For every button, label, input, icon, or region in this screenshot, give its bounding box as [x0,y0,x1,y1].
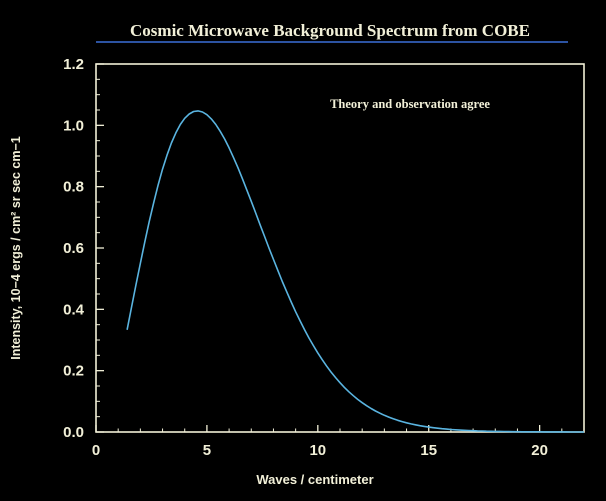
y-axis-label: Intensity, 10−4 ergs / cm² sr sec cm−1 [9,136,23,360]
x-axis-ticks: 0 5 10 15 20 [92,425,563,459]
y-axis-ticks: 0.0 0.2 0.4 0.6 0.8 1.0 1.2 [63,56,104,441]
y-tick-label: 0.6 [63,240,84,257]
y-tick-label: 0.0 [63,424,84,441]
y-tick-label: 0.4 [63,301,85,318]
plot-annotation: Theory and observation agree [330,97,490,111]
x-axis-label: Waves / centimeter [256,472,373,487]
x-tick-label: 20 [531,442,548,459]
y-tick-label: 1.0 [63,117,84,134]
x-tick-label: 10 [309,442,326,459]
x-tick-label: 15 [420,442,437,459]
y-tick-label: 0.2 [63,363,84,380]
series-layer [126,110,584,433]
spectrum-curve [126,110,584,433]
chart-title: Cosmic Microwave Background Spectrum fro… [130,21,530,40]
x-tick-label: 5 [203,442,211,459]
x-tick-label: 0 [92,442,100,459]
y-tick-label: 1.2 [63,56,84,73]
y-tick-label: 0.8 [63,179,84,196]
